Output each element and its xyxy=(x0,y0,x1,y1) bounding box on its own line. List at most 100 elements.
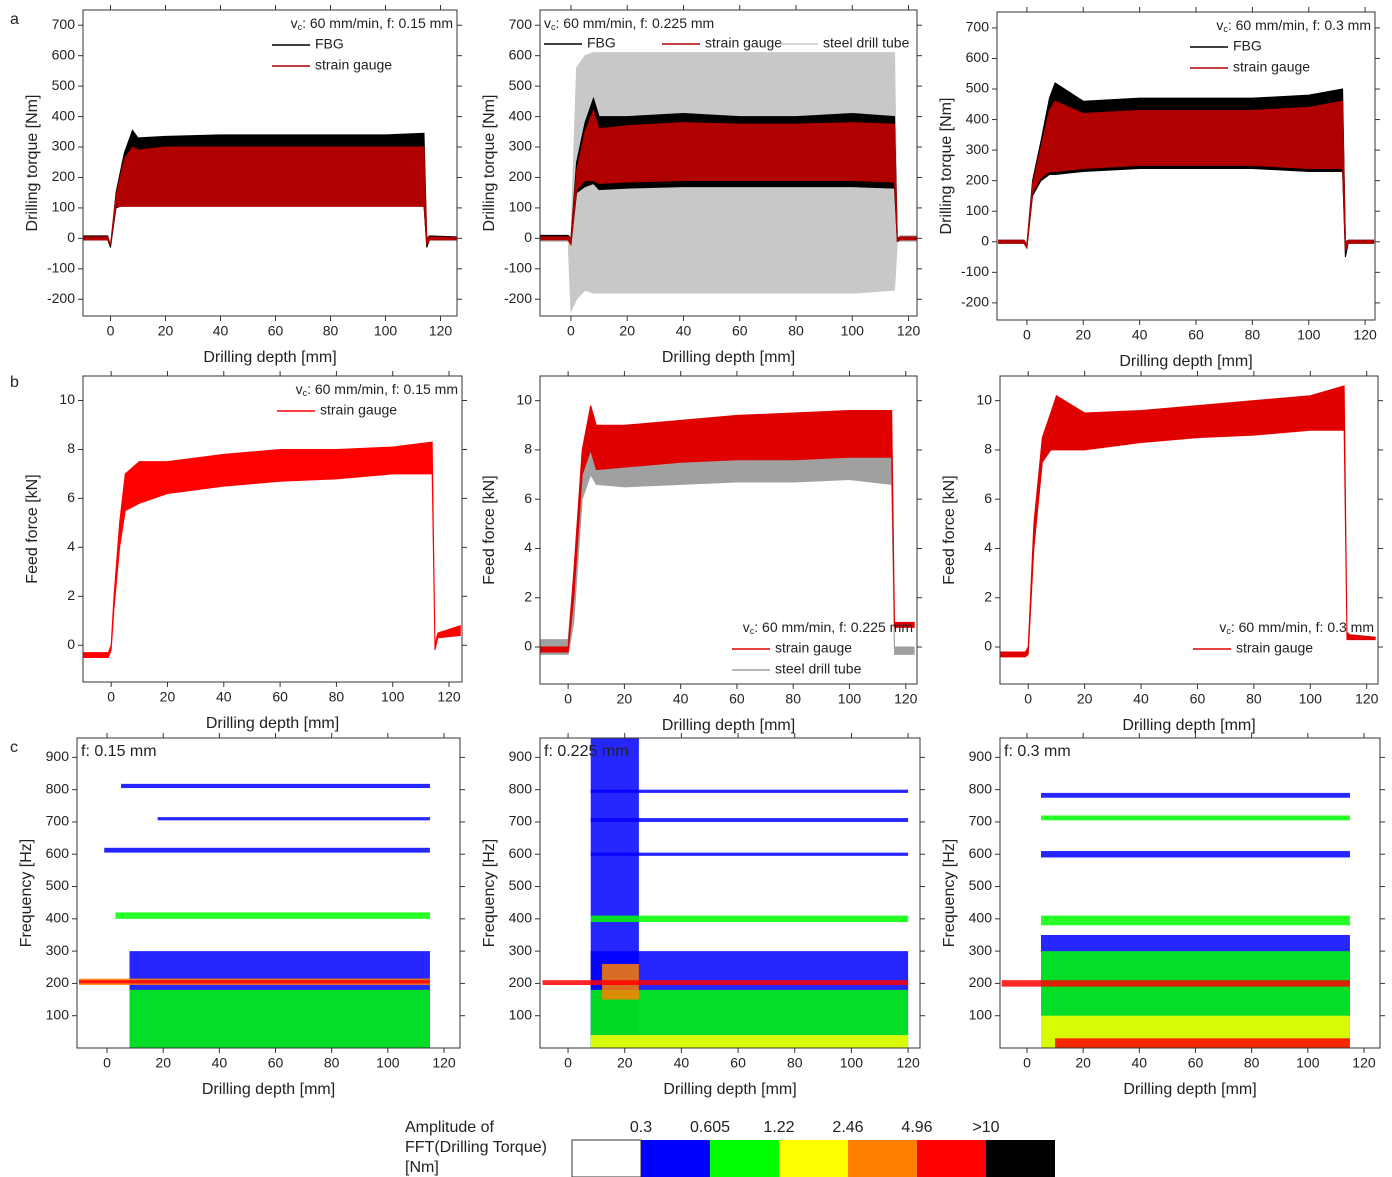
spectral-region xyxy=(590,1035,909,1048)
y-tick-label: 2 xyxy=(524,588,532,604)
y-tick-label: 300 xyxy=(509,138,533,154)
y-axis-label: Feed force [kN] xyxy=(941,475,958,584)
x-tick-label: 20 xyxy=(619,323,635,339)
y-tick-label: 4 xyxy=(524,539,532,555)
y-axis-label: Feed force [kN] xyxy=(24,474,41,583)
signal-band xyxy=(998,100,1375,252)
x-tick-label: 40 xyxy=(213,323,229,339)
colorbar: Amplitude of FFT(Drilling Torque) [Nm] 0.3 0… xyxy=(405,1119,1055,1177)
y-tick-label: 400 xyxy=(509,910,533,926)
y-tick-label: 600 xyxy=(509,845,533,861)
panel: 0 20 40 60 80 100 120 -200 -100 0 100 200 300 400 500 6… xyxy=(24,5,462,366)
y-tick-label: 500 xyxy=(46,877,70,893)
y-tick-label: 6 xyxy=(524,490,532,506)
panel-label: a xyxy=(10,11,19,28)
x-tick-label: 40 xyxy=(1132,327,1148,343)
x-tick-label: 100 xyxy=(1299,691,1323,707)
x-tick-label: 0 xyxy=(564,1055,572,1071)
x-tick-label: 100 xyxy=(376,1055,400,1071)
colorbar-tick-label: 4.96 xyxy=(901,1119,932,1136)
spectral-region xyxy=(1041,851,1350,858)
x-tick-label: 120 xyxy=(437,689,461,705)
x-axis-label: Drilling depth [mm] xyxy=(1119,353,1252,370)
y-tick-label: 700 xyxy=(966,19,990,35)
annotation-text: : 60 mm/min, f: 0.225 mm xyxy=(754,619,913,635)
panel: 0 20 40 60 80 100 120 -200 -100 0 100 200 300 400 500 6… xyxy=(481,5,922,366)
y-tick-label: 700 xyxy=(969,813,993,829)
y-tick-label: 400 xyxy=(46,910,70,926)
y-tick-label: 300 xyxy=(969,942,993,958)
y-tick-label: 900 xyxy=(46,748,70,764)
y-tick-label: 100 xyxy=(966,202,990,218)
colorbar-cell xyxy=(641,1140,710,1177)
y-axis-label: Frequency [Hz] xyxy=(481,839,498,947)
colorbar-cell xyxy=(779,1140,848,1177)
annotation: f: 0.15 mm xyxy=(81,743,157,760)
colorbar-tick-label: 2.46 xyxy=(832,1119,863,1136)
annotation-subscript: c xyxy=(551,22,556,32)
annotation-symbol: v xyxy=(1216,17,1223,33)
annotation-text: : 60 mm/min, f: 0.225 mm xyxy=(556,15,715,31)
y-tick-label: 700 xyxy=(46,813,70,829)
panel: 0 20 40 60 80 100 120 100 200 300 400 500 600 700 800 9… xyxy=(18,733,465,1098)
spectral-region xyxy=(157,817,430,821)
annotation: vc: 60 mm/min, f: 0.3 mm xyxy=(1219,619,1374,637)
annotation: vc: 60 mm/min, f: 0.225 mm xyxy=(544,15,714,33)
y-tick-label: 0 xyxy=(67,636,75,652)
plot-frame xyxy=(539,737,921,1049)
y-axis-label: Frequency [Hz] xyxy=(18,839,35,947)
y-tick-label: 0 xyxy=(524,638,532,654)
x-tick-label: 60 xyxy=(268,1055,284,1071)
y-tick-label: 100 xyxy=(509,1006,533,1022)
annotation: vc: 60 mm/min, f: 0.15 mm xyxy=(291,15,453,33)
x-tick-label: 120 xyxy=(894,691,918,707)
y-tick-label: 100 xyxy=(969,1006,993,1022)
y-tick-label: 200 xyxy=(46,974,70,990)
y-tick-label: 900 xyxy=(509,748,533,764)
y-tick-label: 10 xyxy=(976,391,992,407)
y-tick-label: -200 xyxy=(47,290,75,306)
spectral-region xyxy=(542,980,909,986)
y-tick-label: 400 xyxy=(966,110,990,126)
plot-area xyxy=(542,738,909,1048)
y-tick-label: 200 xyxy=(966,171,990,187)
y-tick-label: -100 xyxy=(47,260,75,276)
colorbar-tick-label: >10 xyxy=(972,1119,999,1136)
y-tick-label: 6 xyxy=(984,490,992,506)
annotation: vc: 60 mm/min, f: 0.225 mm xyxy=(743,619,913,637)
x-tick-label: 40 xyxy=(676,323,692,339)
spectral-region xyxy=(121,783,430,789)
y-tick-label: 700 xyxy=(52,16,76,32)
y-tick-label: -200 xyxy=(504,290,532,306)
signal-band xyxy=(540,108,917,246)
colorbar-cell xyxy=(986,1140,1055,1177)
y-tick-label: 200 xyxy=(52,168,76,184)
annotation-symbol: v xyxy=(291,15,298,31)
x-tick-label: 60 xyxy=(268,323,284,339)
y-tick-label: 2 xyxy=(67,587,75,603)
x-tick-label: 0 xyxy=(567,323,575,339)
x-axis-label: Drilling depth [mm] xyxy=(662,717,795,734)
x-tick-label: 20 xyxy=(158,323,174,339)
x-tick-label: 60 xyxy=(729,691,745,707)
spectral-region xyxy=(590,789,909,793)
annotation-subscript: c xyxy=(1226,626,1231,636)
y-tick-label: 700 xyxy=(509,813,533,829)
plot-frame xyxy=(539,375,918,685)
annotation-text: : 60 mm/min, f: 0.3 mm xyxy=(1228,17,1371,33)
y-tick-label: -200 xyxy=(961,294,989,310)
y-axis-label: Frequency [Hz] xyxy=(941,839,958,947)
x-tick-label: 60 xyxy=(1188,327,1204,343)
colorbar-cell xyxy=(917,1140,986,1177)
legend-label: strain gauge xyxy=(1236,640,1313,656)
panel: 0 20 40 60 80 100 120 0 2 4 6 8 10 Drilling depth [mm… xyxy=(481,371,922,734)
legend-label: strain gauge xyxy=(320,402,397,418)
y-tick-label: 300 xyxy=(966,141,990,157)
plot-area xyxy=(1000,385,1376,658)
annotation-symbol: v xyxy=(296,381,303,397)
y-tick-label: 500 xyxy=(966,80,990,96)
annotation-subscript: c xyxy=(303,388,308,398)
colorbar-cell xyxy=(848,1140,917,1177)
annotation-subscript: c xyxy=(1223,24,1228,34)
